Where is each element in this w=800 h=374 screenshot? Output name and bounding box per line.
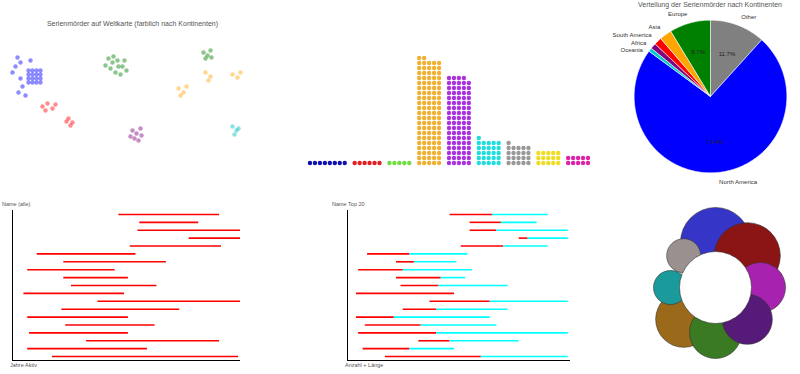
- html-text:Verteilung der Serienmörder na: Verteilung der Serienmörder nach Kontine…: [638, 1, 782, 8]
- svg-text:Europe: Europe: [668, 11, 688, 17]
- svg-text:South America: South America: [613, 32, 653, 38]
- svg-text:Other: Other: [741, 14, 756, 20]
- svg-text:North America: North America: [719, 179, 758, 185]
- svg-text:73.4%: 73.4%: [707, 139, 725, 145]
- svg-text:Oceania: Oceania: [621, 47, 644, 53]
- html-text:Name Top 20: Name Top 20: [332, 201, 365, 207]
- html-text:Anzahl + Länge: Anzahl + Länge: [345, 362, 384, 368]
- html-text:Jahre Aktiv: Jahre Aktiv: [10, 362, 37, 368]
- svg-text:Africa: Africa: [631, 39, 647, 45]
- html-text:Serienmörder auf Weltkarte (fa: Serienmörder auf Weltkarte (farblich nac…: [47, 20, 218, 27]
- html-text:Name (alle): Name (alle): [2, 201, 31, 207]
- svg-text:11.7%: 11.7%: [719, 51, 736, 57]
- svg-text:8.7%: 8.7%: [691, 49, 705, 55]
- svg-text:Asia: Asia: [649, 24, 661, 30]
